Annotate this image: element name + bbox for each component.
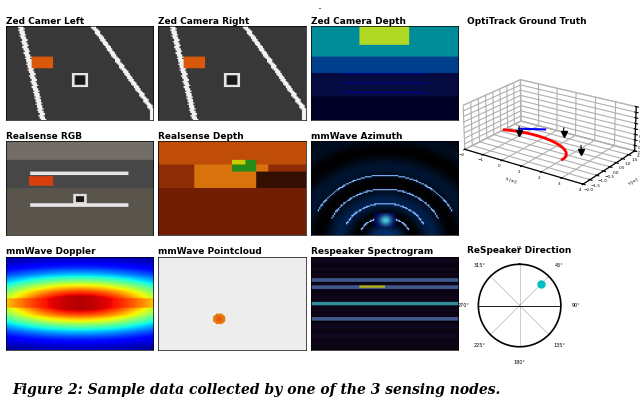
Text: Respeaker Spectrogram: Respeaker Spectrogram bbox=[311, 247, 433, 256]
Text: mmWave Azimuth: mmWave Azimuth bbox=[311, 132, 403, 141]
Y-axis label: Y [m]: Y [m] bbox=[627, 177, 639, 186]
X-axis label: X [m]: X [m] bbox=[504, 177, 516, 184]
Text: Zed Camera Right: Zed Camera Right bbox=[158, 17, 250, 26]
Text: OptiTrack Ground Truth: OptiTrack Ground Truth bbox=[467, 17, 587, 26]
Text: Realsense Depth: Realsense Depth bbox=[158, 132, 244, 141]
Text: Zed Camera Depth: Zed Camera Depth bbox=[311, 17, 406, 26]
Text: ReSpeaker Direction: ReSpeaker Direction bbox=[467, 246, 572, 255]
Text: Zed Camer Left: Zed Camer Left bbox=[6, 17, 84, 26]
Text: Figure 2: Sample data collected by one of the 3 sensing nodes.: Figure 2: Sample data collected by one o… bbox=[13, 383, 501, 397]
Text: mmWave Pointcloud: mmWave Pointcloud bbox=[158, 247, 262, 256]
Text: mmWave Doppler: mmWave Doppler bbox=[6, 247, 95, 256]
Text: Realsense RGB: Realsense RGB bbox=[6, 132, 82, 141]
Text: ·: · bbox=[318, 3, 322, 16]
